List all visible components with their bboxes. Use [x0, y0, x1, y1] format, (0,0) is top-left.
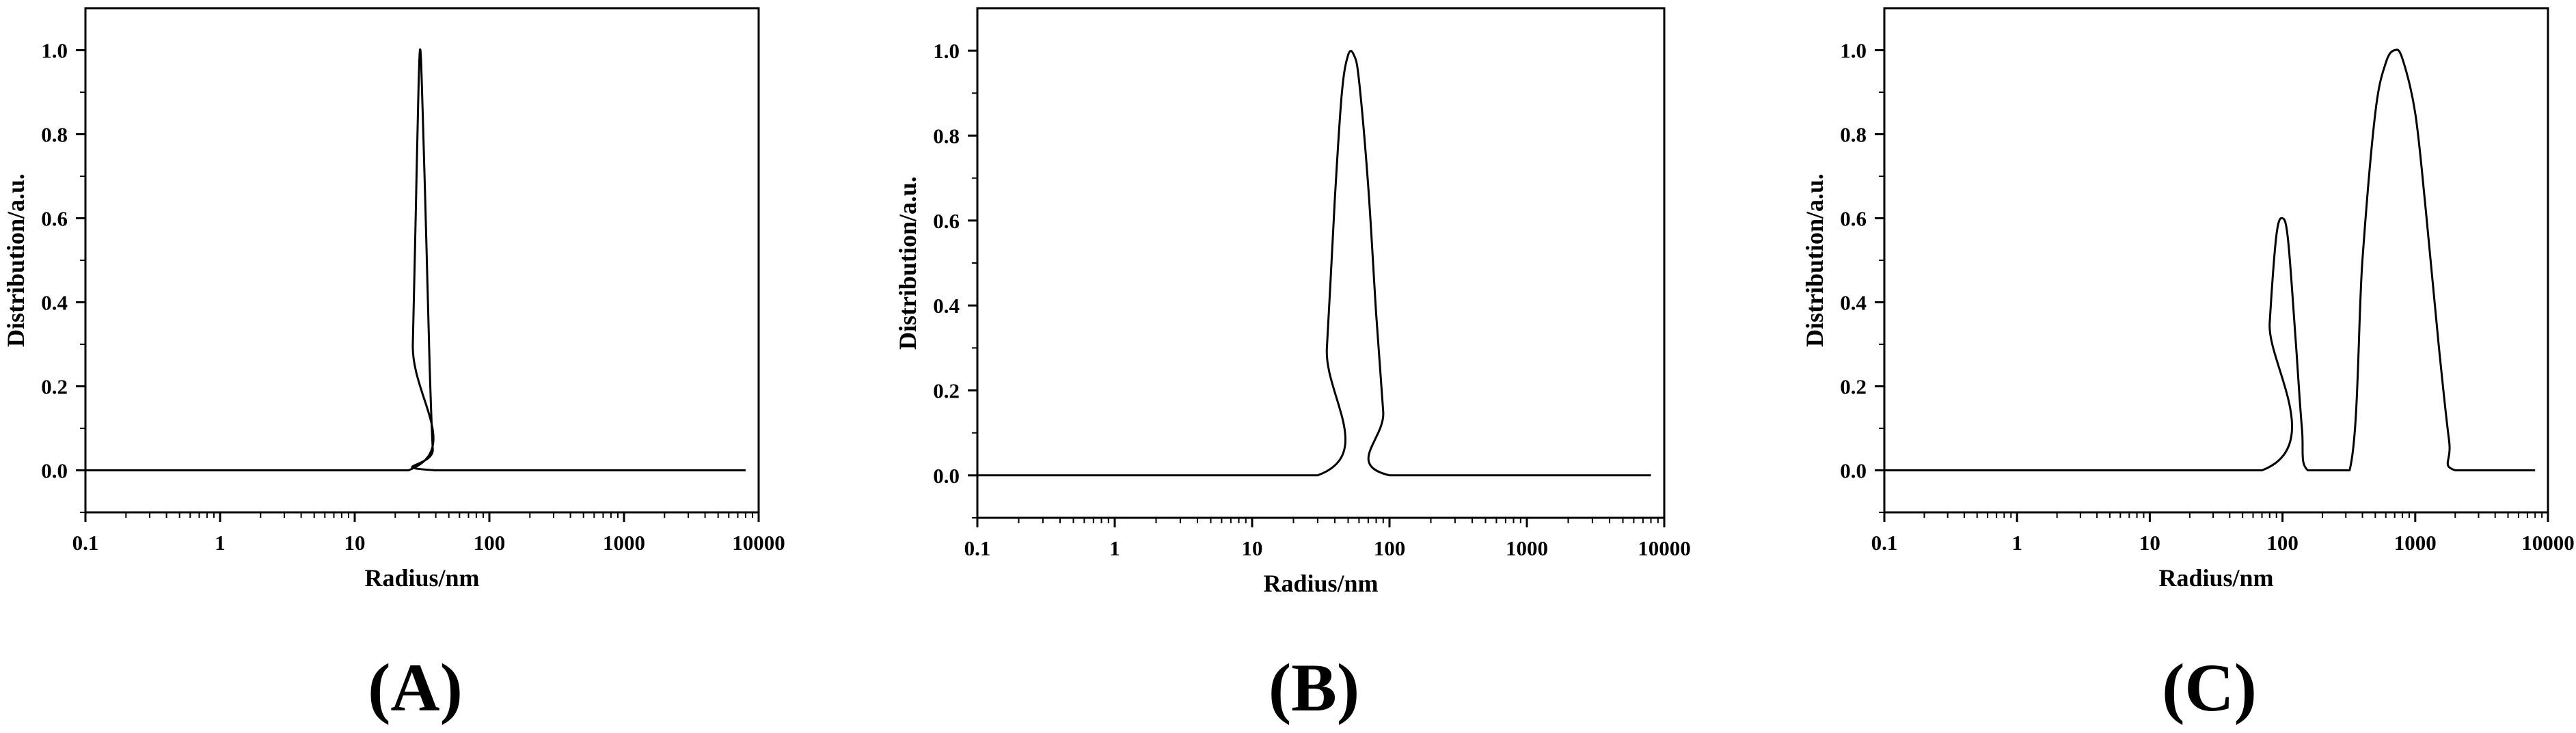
y-tick-label: 0.8 — [41, 123, 68, 147]
x-axis-title: Radius/nm — [1263, 570, 1378, 597]
x-tick-label: 100 — [474, 531, 506, 555]
y-tick-label: 0.4 — [1840, 291, 1867, 315]
panel-label: (C) — [2162, 650, 2257, 725]
x-axis-title: Radius/nm — [2158, 564, 2273, 592]
x-tick-label: 1000 — [603, 531, 645, 555]
x-tick-label: 10000 — [732, 531, 785, 555]
x-tick-label: 100 — [1374, 536, 1406, 560]
x-tick-label: 0.1 — [72, 531, 99, 555]
distribution-series-line — [85, 48, 746, 471]
x-tick-label: 10 — [2139, 531, 2160, 555]
y-tick-label: 0.0 — [1840, 459, 1867, 483]
y-axis-title: Distribution/a.u. — [2, 174, 29, 347]
x-tick-label: 0.1 — [964, 536, 991, 560]
y-tick-label: 0.4 — [41, 291, 68, 315]
x-tick-label: 10 — [1242, 536, 1263, 560]
panel-label: (A) — [368, 650, 463, 725]
y-tick-label: 0.4 — [933, 294, 960, 318]
chart-panel-b: 0.1 1 10 100 1000 10000 0.0 0.2 0.4 0.6 0.8 1.0 Radi… — [894, 7, 1691, 725]
y-tick-label: 0.2 — [41, 375, 68, 399]
y-axis-title: Distribution/a.u. — [1801, 174, 1828, 347]
y-tick-label: 0.0 — [41, 459, 68, 483]
x-tick-label: 1 — [215, 531, 226, 555]
y-tick-label: 1.0 — [1840, 39, 1867, 63]
panel-label: (B) — [1269, 650, 1359, 725]
y-tick-label: 0.2 — [933, 379, 960, 403]
y-tick-label: 0.8 — [933, 124, 960, 148]
x-tick-label: 0.1 — [1871, 531, 1898, 555]
plot-frame — [976, 7, 1666, 519]
chart-panel-c: 0.1 1 10 100 1000 10000 0.0 0.2 0.4 0.6 0.8 1.0 Radi… — [1801, 7, 2575, 725]
y-tick-label: 1.0 — [933, 39, 960, 63]
y-tick-label: 0.6 — [41, 207, 68, 231]
x-tick-label: 1000 — [2394, 531, 2437, 555]
x-axis-title: Radius/nm — [364, 564, 479, 592]
x-tick-label: 10000 — [2521, 531, 2575, 555]
y-tick-label: 0.0 — [933, 464, 960, 488]
x-tick-label: 10000 — [1638, 536, 1691, 560]
y-tick-label: 0.6 — [933, 209, 960, 233]
y-tick-label: 0.6 — [1840, 207, 1867, 231]
x-tick-label: 10 — [344, 531, 366, 555]
chart-panel-a: 0.1 1 10 100 1000 10000 0.0 0.2 0.4 0.6 0.8 1.0 Radi… — [2, 7, 785, 725]
y-tick-label: 1.0 — [41, 39, 68, 63]
x-tick-label: 1000 — [1506, 536, 1548, 560]
y-tick-label: 0.8 — [1840, 123, 1867, 147]
distribution-series-line — [1884, 49, 2536, 471]
x-tick-label: 100 — [2266, 531, 2299, 555]
distribution-series-line — [977, 50, 1651, 477]
y-axis-title: Distribution/a.u. — [894, 176, 921, 350]
x-tick-label: 1 — [2011, 531, 2022, 555]
x-tick-label: 1 — [1109, 536, 1120, 560]
y-tick-label: 0.2 — [1840, 375, 1867, 399]
